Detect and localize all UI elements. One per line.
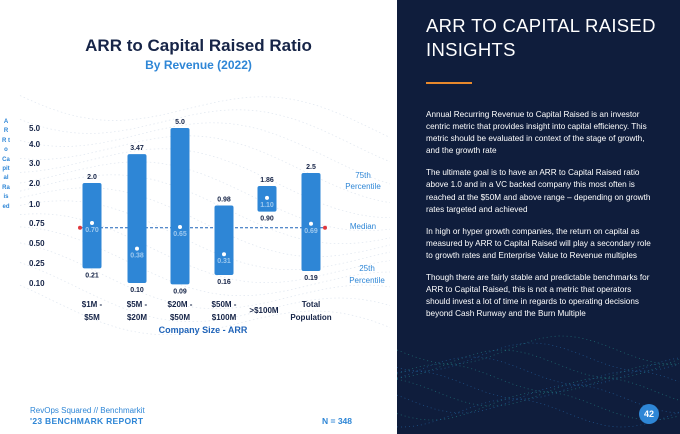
- dot-wave: [397, 342, 680, 372]
- iqr-bar: [127, 154, 147, 283]
- dot-wave: [397, 377, 680, 407]
- x-tick-label: $50M -: [212, 300, 237, 309]
- chart-subtitle: By Revenue (2022): [145, 58, 252, 72]
- dot-wave: [397, 384, 680, 414]
- dot-wave: [397, 391, 680, 421]
- wave-line: [19, 187, 391, 258]
- wave-line: [19, 213, 391, 284]
- page-number: 42: [639, 404, 659, 424]
- p25-value-label: 0.09: [173, 288, 187, 295]
- dot-wave: [397, 398, 680, 428]
- y-tick-label: 5.0: [29, 124, 41, 133]
- median-value-label: 0.65: [173, 231, 187, 238]
- x-tick-label: Total: [302, 300, 321, 309]
- y-tick-label: 0.75: [29, 219, 45, 228]
- median-marker-right: [323, 225, 327, 230]
- wave-line: [19, 242, 391, 310]
- p75-value-label: 1.86: [260, 177, 274, 184]
- dot-wave: [397, 370, 680, 400]
- chart-title: ARR to Capital Raised Ratio: [85, 36, 312, 55]
- y-tick-label: 0.50: [29, 239, 45, 248]
- iqr-bar: [170, 128, 190, 285]
- p75-value-label: 3.47: [130, 145, 144, 152]
- insights-panel: [397, 0, 680, 434]
- legend-p75-label: Percentile: [345, 182, 381, 191]
- x-tick-label: $20M: [127, 313, 147, 322]
- median-point: [178, 225, 182, 229]
- iqr-bar: [214, 205, 234, 275]
- ratio-chart: 5.0 4.0 3.0 2.0 1.0 0.75 0.50 0.25 0.10 0.70 2.0 0.…: [29, 119, 385, 335]
- panel-title: ARR TO CAPITAL RAISED INSIGHTS: [426, 15, 656, 60]
- p25-value-label: 0.90: [260, 216, 274, 223]
- legend-p75-label: 75th: [355, 171, 371, 180]
- legend-median-label: Median: [350, 222, 376, 231]
- p25-value-label: 0.10: [130, 287, 144, 294]
- x-tick-label: >$100M: [249, 306, 278, 315]
- sample-size: N = 348: [322, 416, 353, 426]
- footer-report: '23 BENCHMARK REPORT: [30, 416, 144, 426]
- paragraph-1: Annual Recurring Revenue to Capital Rais…: [426, 110, 647, 156]
- dot-wave: [397, 335, 680, 365]
- p25-value-label: 0.19: [304, 275, 318, 282]
- wave-line: [19, 284, 391, 336]
- wave-line: [19, 262, 391, 323]
- y-tick-label: 0.25: [29, 259, 45, 268]
- dot-wave: [397, 363, 680, 393]
- wave-line: [19, 200, 391, 271]
- x-tick-label: $1M -: [82, 300, 103, 309]
- median-point: [135, 246, 139, 251]
- x-tick-label: $5M -: [127, 300, 148, 309]
- p75-value-label: 5.0: [175, 119, 185, 126]
- x-tick-label: $20M -: [168, 300, 193, 309]
- median-value-label: 0.70: [85, 227, 99, 234]
- iqr-bar: [82, 183, 102, 269]
- y-tick-label: 3.0: [29, 159, 41, 168]
- paragraph-4: Though there are fairly stable and predi…: [426, 273, 650, 319]
- median-point: [90, 221, 94, 225]
- wave-line: [19, 109, 391, 163]
- x-axis-label: Company Size - ARR: [159, 325, 248, 335]
- legend-p25-label: 25th: [359, 264, 375, 273]
- dot-wave: [397, 349, 680, 379]
- x-tick-label: $50M: [170, 313, 190, 322]
- p75-value-label: 2.5: [306, 164, 316, 171]
- median-value-label: 0.38: [130, 253, 144, 260]
- y-tick-label: 2.0: [29, 179, 41, 188]
- y-tick-label: 1.0: [29, 200, 41, 209]
- wave-line: [19, 161, 391, 232]
- median-value-label: 0.69: [304, 228, 318, 235]
- paragraph-2: The ultimate goal is to have an ARR to C…: [426, 168, 651, 214]
- chart-panel: [19, 95, 391, 336]
- p25-value-label: 0.16: [217, 279, 231, 286]
- x-tick-label: Population: [290, 313, 331, 322]
- y-tick-label: 0.10: [29, 279, 45, 288]
- footer-source: RevOps Squared // Benchmarkit: [30, 406, 145, 415]
- median-point: [309, 221, 313, 226]
- wave-line: [19, 95, 391, 138]
- median-point: [265, 195, 269, 200]
- title-underline: [426, 82, 472, 84]
- p75-value-label: 0.98: [217, 197, 231, 204]
- p75-value-label: 2.0: [87, 174, 97, 181]
- wave-line: [19, 226, 391, 297]
- paragraph-3: In high or hyper growth companies, the r…: [426, 226, 651, 260]
- background-wave-pattern: [19, 95, 391, 336]
- x-tick-label: $100M: [212, 313, 237, 322]
- median-marker-left: [78, 225, 82, 230]
- median-value-label: 0.31: [217, 258, 231, 265]
- dot-wave: [397, 356, 680, 386]
- median-point: [222, 252, 226, 257]
- background-dot-pattern: [397, 335, 680, 428]
- x-tick-label: $5M: [84, 313, 100, 322]
- p25-value-label: 0.21: [85, 272, 99, 279]
- y-axis-label: ARR to Capital Raised: [2, 119, 10, 210]
- panel-body: Annual Recurring Revenue to Capital Rais…: [426, 109, 656, 330]
- y-tick-label: 4.0: [29, 140, 41, 149]
- median-value-label: 1.10: [260, 202, 274, 209]
- legend-p25-label: Percentile: [349, 276, 385, 285]
